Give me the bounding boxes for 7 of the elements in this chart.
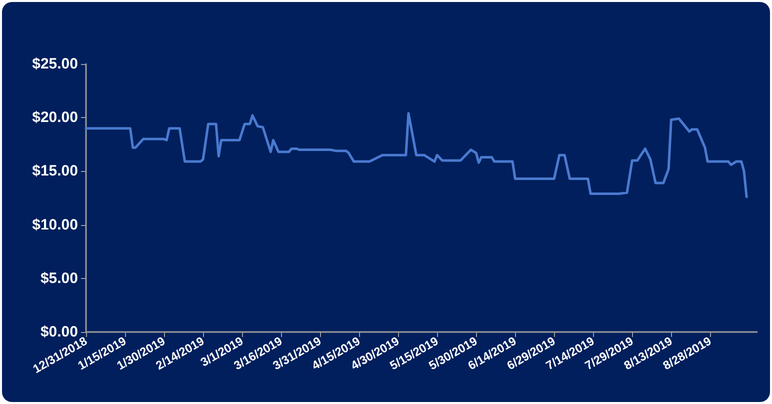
y-tick-label: $20.00 — [32, 109, 78, 126]
y-tick-label: $5.00 — [40, 270, 78, 287]
y-tick-label: $25.00 — [32, 56, 78, 72]
y-tick-label: $15.00 — [32, 162, 78, 180]
y-tick-label: $0.00 — [40, 324, 78, 340]
line-series — [84, 112, 748, 198]
y-tick-label: $10.00 — [32, 216, 78, 234]
